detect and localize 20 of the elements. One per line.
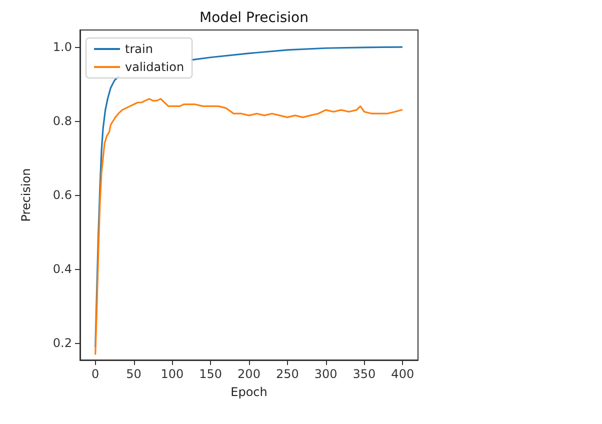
legend-label: validation: [125, 60, 184, 74]
legend-label: train: [125, 42, 153, 56]
x-tick-label: 400: [391, 367, 414, 381]
x-tick-label: 250: [276, 367, 299, 381]
line-series: [94, 98, 403, 355]
y-tick-label: 0.2: [52, 336, 72, 350]
y-tick-label: 1.0: [52, 40, 72, 54]
x-tick-label: 50: [126, 367, 142, 381]
x-tick-label: 300: [314, 367, 338, 381]
x-tick-label: 200: [238, 367, 260, 381]
x-tick-label: 350: [352, 367, 376, 381]
x-tick-label: 100: [160, 367, 184, 381]
y-axis-title: Precision: [19, 168, 33, 222]
y-tick-label: 0.8: [52, 114, 72, 128]
x-tick-label: 150: [199, 367, 222, 381]
x-tick-label: 0: [92, 367, 100, 381]
y-tick-label: 0.6: [52, 188, 72, 202]
chart-title: Model Precision: [200, 10, 308, 26]
y-tick-label: 0.4: [52, 262, 72, 276]
x-axis-title: Epoch: [230, 385, 268, 399]
